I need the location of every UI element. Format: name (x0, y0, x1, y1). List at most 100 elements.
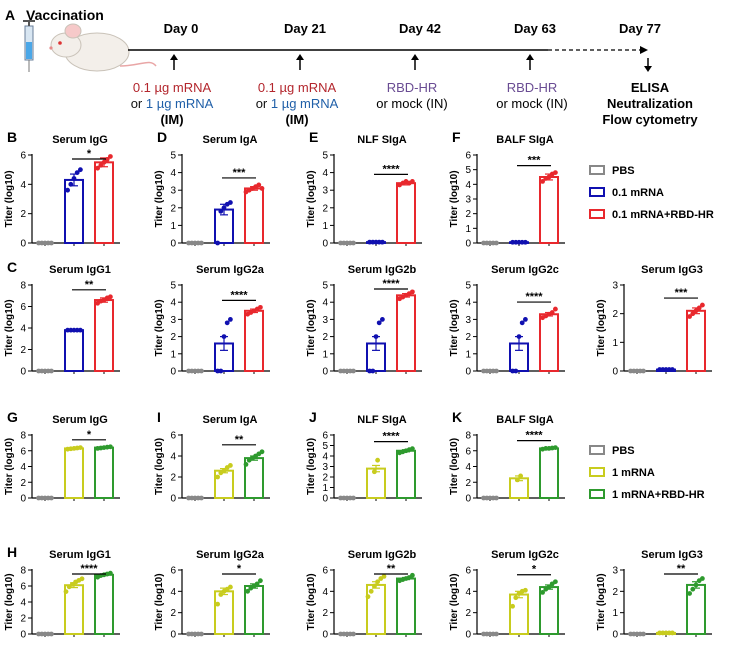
dose-line2-dose: 1 µg mRNA (146, 96, 214, 111)
y-tick-label: 0 (170, 494, 176, 505)
data-point (78, 445, 83, 450)
data-point (221, 334, 227, 339)
day-label: Day 77 (619, 21, 661, 36)
readout-label: Flow cytometry (602, 112, 698, 127)
chart-i: I Serum IgA Titer (log10) 0 2 4 6 ** (154, 409, 270, 505)
bar (509, 593, 529, 635)
significance-label: *** (528, 155, 542, 167)
data-point (546, 584, 552, 590)
y-tick-label: 1 (322, 349, 328, 360)
data-point (690, 586, 696, 592)
significance-label: *** (233, 167, 247, 179)
bar (686, 309, 706, 372)
data-point (108, 154, 113, 159)
y-axis-label: Titer (log10) (4, 299, 15, 356)
y-tick-label: 2 (20, 345, 26, 356)
dose-line2: or mock (IN) (496, 96, 568, 111)
y-tick-label: 0 (20, 630, 26, 641)
data-point (104, 157, 110, 162)
day-label: Day 0 (164, 21, 199, 36)
legend-swatch (589, 467, 605, 477)
data-point (228, 200, 233, 205)
panel-letter: C (7, 259, 17, 275)
chart-title: Serum IgG (52, 134, 108, 146)
data-point (546, 174, 552, 180)
data-point (513, 368, 519, 374)
y-tick-label: 4 (322, 168, 328, 179)
y-tick-label: 4 (322, 298, 328, 309)
data-point (410, 289, 415, 295)
chart-b: B Serum IgG Titer (log10) 0 2 4 6 * (4, 129, 120, 250)
data-point (224, 320, 230, 326)
data-point (218, 592, 224, 597)
charts: B Serum IgG Titer (log10) 0 2 4 6 * D Serum IgA Ti… (4, 129, 712, 641)
timeline-arrowhead (640, 46, 648, 54)
panel-letter: J (309, 409, 317, 425)
significance-label: * (87, 148, 92, 160)
data-point (370, 368, 376, 374)
data-point (693, 308, 699, 314)
panel-letter: G (7, 409, 18, 425)
panel-letter: H (7, 544, 17, 560)
legend-swatch (589, 165, 605, 175)
legend-label: 1 mRNA+RBD-HR (612, 489, 705, 501)
y-tick-label: 0 (465, 630, 471, 641)
data-point (641, 631, 646, 637)
y-tick-label: 2 (322, 473, 328, 484)
data-point (693, 582, 699, 588)
bar (539, 447, 559, 500)
data-point (494, 368, 499, 374)
y-tick-label: 2 (20, 209, 26, 220)
y-tick-label: 5 (322, 441, 328, 452)
y-tick-label: 5 (322, 281, 328, 292)
data-point (696, 305, 702, 311)
dose-line1: 0.1 µg mRNA (133, 80, 212, 95)
legend-label: 0.1 mRNA+RBD-HR (612, 209, 714, 221)
y-tick-label: 6 (20, 446, 26, 457)
data-point (199, 495, 204, 501)
chart-title: Serum IgG2c (491, 549, 559, 561)
data-point (218, 208, 224, 214)
data-point (375, 579, 380, 585)
chart-p5: Serum IgG2a Titer (log10) 0 1 2 3 4 5 **** (154, 264, 270, 378)
dose-line1: RBD-HR (387, 80, 438, 95)
readout-arrowhead (644, 66, 652, 72)
data-point (259, 186, 265, 191)
significance-label: ** (235, 434, 244, 446)
y-tick-label: 1 (612, 608, 618, 619)
panel-letter: B (7, 129, 17, 145)
syringe-liquid (26, 42, 32, 59)
y-tick-label: 2 (612, 587, 618, 598)
data-point (494, 495, 499, 501)
data-point (108, 570, 113, 576)
data-point (78, 167, 83, 173)
chart-title: Serum IgG3 (641, 549, 703, 561)
data-point (494, 631, 499, 637)
chart-title: NLF SIgA (357, 134, 407, 146)
y-axis-label: Titer (log10) (596, 573, 607, 630)
bar (214, 590, 234, 635)
mouse-tail (119, 61, 157, 67)
y-axis-label: Titer (log10) (306, 573, 317, 630)
readout-label: Neutralization (607, 96, 693, 111)
data-point (368, 588, 374, 594)
significance-label: ** (387, 563, 396, 575)
data-point (523, 587, 528, 593)
legend-label: PBS (612, 445, 635, 457)
y-tick-label: 0 (322, 494, 328, 505)
dose-line2: or 1 µg mRNA (256, 96, 339, 111)
significance-label: ** (85, 279, 94, 291)
chart-e: E NLF SIgA Titer (log10) 0 1 2 3 4 5 **** (306, 129, 422, 250)
y-axis-label: Titer (log10) (154, 438, 165, 495)
y-tick-label: 2 (465, 332, 471, 343)
y-tick-label: 0 (20, 239, 26, 250)
y-tick-label: 2 (322, 203, 328, 214)
y-tick-label: 8 (20, 566, 26, 577)
bar (539, 176, 559, 244)
dose-line1: 0.1 µg mRNA (258, 80, 337, 95)
significance-label: **** (230, 289, 248, 301)
panel-letter: F (452, 129, 461, 145)
data-point (518, 473, 523, 479)
